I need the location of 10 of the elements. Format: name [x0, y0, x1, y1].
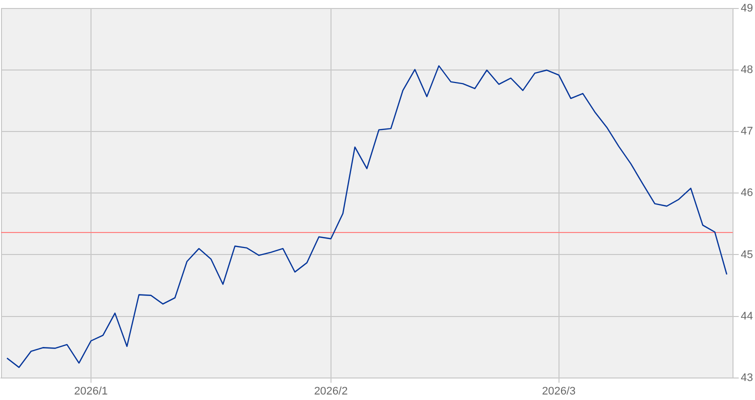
x-tick-label: 2026/2	[314, 385, 348, 398]
x-tick-label: 2026/3	[542, 385, 576, 398]
y-tick-label: 44	[740, 310, 754, 322]
y-tick-label: 45	[740, 248, 754, 261]
y-tick-label: 47	[740, 126, 754, 138]
y-tick-label: 43	[740, 372, 754, 384]
y-tick-label: 48	[740, 64, 754, 76]
y-tick-label: 46	[740, 187, 754, 200]
y-tick-label: 49	[740, 2, 754, 15]
x-tick-label: 2026/1	[74, 385, 108, 398]
